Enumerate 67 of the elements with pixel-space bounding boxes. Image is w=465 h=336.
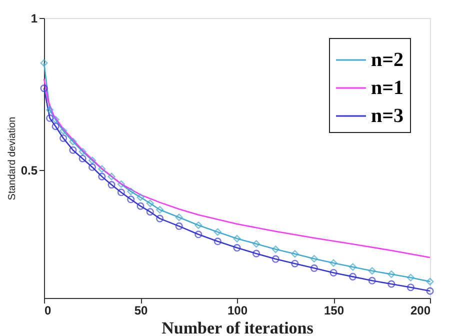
point xyxy=(98,165,106,173)
x-tick-label: 200 xyxy=(410,304,431,318)
point xyxy=(98,172,106,180)
point xyxy=(175,222,183,230)
point xyxy=(60,134,68,142)
point xyxy=(69,146,77,154)
point xyxy=(136,194,144,202)
point xyxy=(194,222,202,230)
point xyxy=(127,196,135,204)
point xyxy=(52,122,60,130)
point xyxy=(406,284,414,292)
point xyxy=(233,244,241,252)
point xyxy=(426,278,434,286)
point xyxy=(52,116,60,124)
point xyxy=(349,263,357,271)
point xyxy=(368,276,376,284)
point xyxy=(146,208,154,216)
x-tick-label: 50 xyxy=(134,304,148,318)
point xyxy=(117,180,125,188)
point xyxy=(310,264,318,272)
point xyxy=(156,206,164,214)
point xyxy=(233,234,241,242)
point xyxy=(40,59,48,67)
point xyxy=(127,188,135,196)
x-tick-label: 0 xyxy=(44,304,52,318)
y-tick-label: 0.5 xyxy=(20,164,38,178)
point xyxy=(108,181,116,189)
point xyxy=(330,268,338,276)
point xyxy=(291,260,299,268)
point xyxy=(136,202,144,210)
y-tick-label: 1 xyxy=(30,12,38,26)
point xyxy=(330,259,338,267)
point xyxy=(368,267,376,275)
point xyxy=(388,270,396,278)
point xyxy=(108,172,116,180)
point xyxy=(272,246,280,254)
x-tick-label: 150 xyxy=(324,304,344,318)
point xyxy=(194,230,202,238)
point xyxy=(88,156,96,164)
point xyxy=(78,154,86,162)
x-tick-label: 100 xyxy=(227,304,248,318)
legend-label: n=1 xyxy=(371,77,404,99)
point xyxy=(78,148,86,156)
y-axis-title: Standard deviation xyxy=(6,116,18,200)
point xyxy=(388,280,396,288)
point xyxy=(252,240,260,248)
point xyxy=(46,106,54,114)
legend-label: n=3 xyxy=(371,105,404,127)
point xyxy=(46,114,54,122)
point xyxy=(88,163,96,171)
point xyxy=(349,272,357,280)
point xyxy=(117,188,125,196)
point xyxy=(146,200,154,208)
x-axis-title: Number of iterations xyxy=(162,318,314,336)
point xyxy=(291,250,299,258)
point xyxy=(406,274,414,282)
legend-label: n=2 xyxy=(371,49,404,71)
point xyxy=(175,214,183,222)
point xyxy=(214,238,222,246)
point xyxy=(272,255,280,263)
point xyxy=(214,228,222,236)
point xyxy=(252,250,260,258)
point xyxy=(156,214,164,222)
point xyxy=(310,254,318,262)
point xyxy=(69,138,77,146)
line-series xyxy=(43,78,431,258)
point xyxy=(60,127,68,135)
